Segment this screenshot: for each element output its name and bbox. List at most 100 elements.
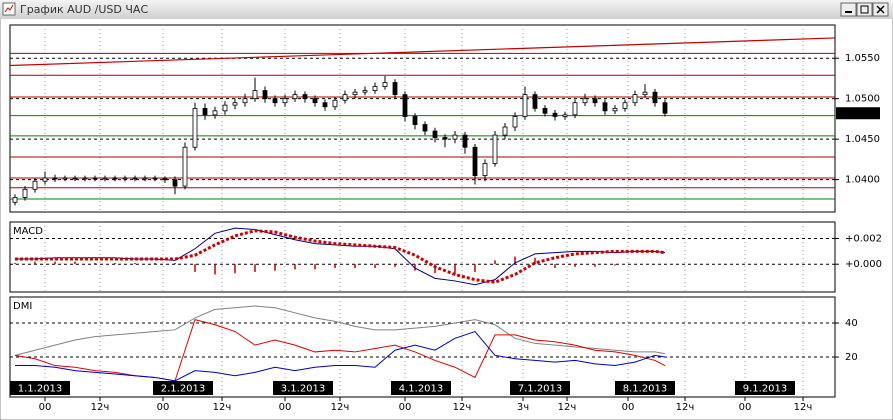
- candle-body: [632, 94, 638, 104]
- title-bar: [0, 0, 893, 19]
- candle-body: [262, 90, 268, 100]
- candle-body: [272, 98, 278, 104]
- candle-body: [352, 91, 358, 96]
- x-tick-label: 00: [279, 402, 292, 413]
- maximize-glyph: [860, 5, 869, 14]
- candle-body: [662, 102, 668, 114]
- date-label: 3.1.2013: [281, 384, 326, 395]
- candle-body: [142, 177, 148, 180]
- indicator-line: [15, 330, 666, 382]
- candle-body: [622, 102, 628, 109]
- candle-body: [482, 163, 488, 176]
- x-tick-label: 00: [157, 402, 170, 413]
- candle-body: [12, 197, 18, 203]
- x-tick-label: 12ч: [91, 402, 110, 413]
- panel-content: [10, 222, 835, 292]
- date-label: 2.1.2013: [161, 384, 206, 395]
- candle-body: [402, 94, 408, 117]
- close-glyph: [876, 5, 885, 14]
- candle-body: [362, 90, 368, 93]
- candle-body: [592, 98, 598, 104]
- date-box: [615, 381, 675, 395]
- window-buttons: [840, 2, 889, 17]
- candle-body: [382, 82, 388, 87]
- candle-body: [642, 91, 648, 96]
- candle-body: [612, 107, 618, 112]
- trend-line: [10, 37, 835, 67]
- date-box: [735, 381, 795, 395]
- candle-body: [192, 107, 198, 148]
- panel-content: [10, 297, 835, 397]
- last-price-box: [836, 107, 880, 120]
- y-tick-label: +0.002: [845, 233, 882, 244]
- date-box: [153, 381, 213, 395]
- indicator-line: [14, 319, 666, 382]
- candle-body: [652, 91, 658, 104]
- x-tick-label: 00: [399, 402, 412, 413]
- candle-body: [572, 102, 578, 116]
- candle-body: [452, 134, 458, 140]
- candle-body: [422, 124, 428, 132]
- candle-body: [32, 180, 38, 190]
- candle-body: [222, 104, 228, 112]
- candle-body: [412, 116, 418, 125]
- candle-body: [252, 90, 258, 100]
- x-tick-label: 12ч: [794, 402, 813, 413]
- candle-body: [372, 86, 378, 91]
- macd-panel: [9, 221, 836, 293]
- x-tick-label: 00: [39, 402, 52, 413]
- candle-body: [72, 177, 78, 180]
- candle-body: [552, 112, 558, 117]
- date-box: [510, 381, 570, 395]
- candle-body: [182, 146, 188, 187]
- candle-body: [52, 177, 58, 180]
- date-box: [10, 381, 70, 395]
- candle-body: [522, 94, 528, 117]
- date-box: [391, 381, 451, 395]
- candle-body: [532, 94, 538, 109]
- candle-body: [322, 102, 328, 108]
- candle-body: [152, 177, 158, 180]
- candle-body: [342, 94, 348, 101]
- date-label: 7.1.2013: [518, 384, 563, 395]
- x-tick-label: 12ч: [453, 402, 472, 413]
- candle-body: [242, 98, 248, 104]
- signal-line: [15, 229, 666, 284]
- candle-body: [42, 177, 48, 182]
- x-tick-label: 3ч: [517, 402, 529, 413]
- y-tick-label: 1.0400: [845, 175, 880, 186]
- candle-body: [22, 188, 28, 198]
- price-panel: [9, 24, 836, 213]
- candle-body: [442, 137, 448, 140]
- candle-body: [302, 94, 308, 100]
- y-tick-label: 1.0450: [845, 134, 880, 145]
- candle-body: [432, 130, 438, 138]
- candle-body: [312, 98, 318, 104]
- candle-body: [162, 178, 168, 181]
- panel-content: [10, 25, 835, 212]
- candle-body: [502, 126, 508, 136]
- candle-body: [512, 116, 518, 128]
- candle-body: [172, 179, 178, 187]
- candle-body: [212, 110, 218, 116]
- panel-title: DMI: [13, 301, 32, 312]
- window-icon-glyph: [4, 4, 14, 13]
- candle-body: [492, 134, 498, 164]
- date-label: 8.1.2013: [623, 384, 668, 395]
- x-tick-label: 12ч: [331, 402, 350, 413]
- maximize-button[interactable]: [856, 2, 873, 17]
- x-tick-label: 12ч: [558, 402, 577, 413]
- date-label: 4.1.2013: [399, 384, 444, 395]
- panel-title: MACD: [13, 226, 43, 237]
- y-tick-label: 20: [845, 352, 858, 363]
- minimize-button[interactable]: [840, 2, 857, 17]
- y-tick-label: 1.0550: [845, 53, 880, 64]
- last-price-label: 1.0482: [840, 108, 875, 119]
- candle-body: [62, 177, 68, 180]
- x-tick-label: 00: [739, 402, 752, 413]
- x-tick-label: 00: [622, 402, 635, 413]
- candle-body: [472, 146, 478, 176]
- candle-body: [332, 99, 338, 108]
- date-label: 9.1.2013: [743, 384, 788, 395]
